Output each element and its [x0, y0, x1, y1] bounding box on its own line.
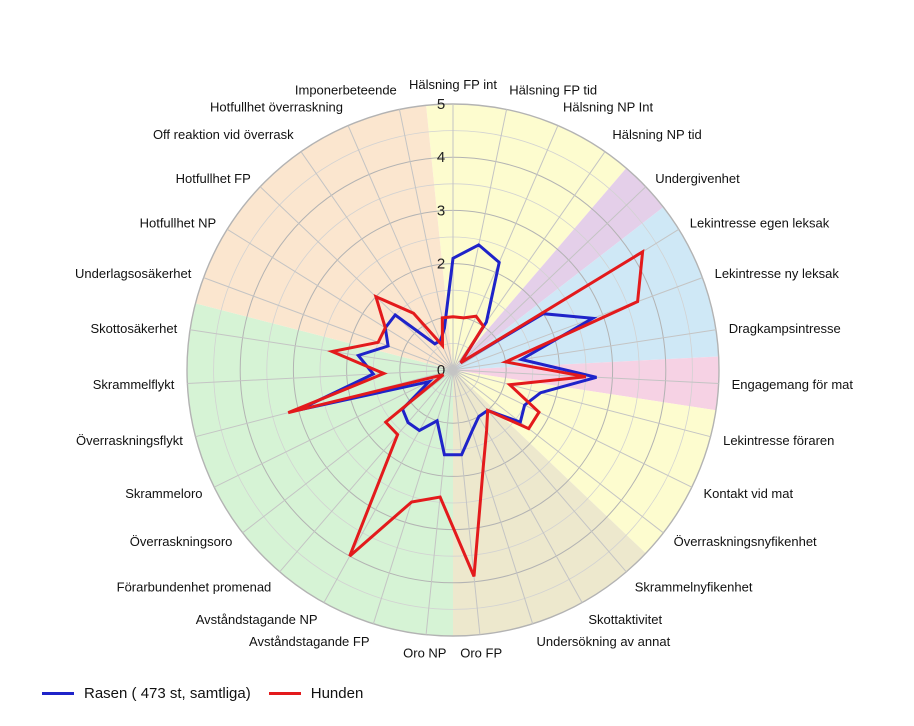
spoke: [187, 369, 454, 384]
legend-swatch-hunden: [268, 691, 301, 695]
spoke: [452, 369, 583, 603]
category-label: Överraskningsoro: [130, 534, 233, 549]
category-label: Lekintresse egen leksak: [690, 215, 830, 230]
category-label: Hotfullhet FP: [176, 171, 251, 186]
category-label: Hälsning FP int: [409, 77, 497, 92]
category-label: Lekintresse ny leksak: [715, 266, 840, 281]
spoke: [452, 277, 703, 371]
category-label: Hotfullhet NP: [140, 215, 217, 230]
category-label: Undersökning av annat: [537, 634, 671, 649]
category-label: Avståndstagande FP: [249, 634, 369, 649]
spoke: [452, 329, 717, 371]
sector-band-5: [453, 370, 646, 636]
spoke: [279, 369, 454, 573]
category-label: Skottaktivitet: [588, 612, 662, 627]
category-label: Hälsning NP Int: [563, 100, 653, 115]
legend-label-rasen: Rasen ( 473 st, samtliga): [84, 684, 251, 702]
spoke: [347, 125, 454, 371]
tick-label: 4: [437, 149, 445, 166]
spoke: [203, 277, 454, 371]
category-label: Engagemang för mat: [732, 377, 854, 392]
legend-swatch-rasen: [42, 691, 74, 695]
spoke: [226, 228, 454, 371]
spoke: [259, 186, 454, 371]
legend-label-hunden: Hunden: [310, 684, 364, 702]
spoke: [452, 186, 647, 371]
sector-band-0: [426, 104, 627, 370]
spoke: [323, 369, 454, 603]
category-label: Skrammelnyfikenhet: [635, 580, 753, 595]
tick-label: 3: [437, 202, 445, 219]
series-line-hunden: [287, 248, 645, 577]
sector-band-3: [453, 356, 719, 411]
category-label: Skrammelflykt: [93, 377, 175, 392]
spoke: [213, 369, 454, 488]
spoke: [452, 369, 664, 534]
category-label: Imponerbeteende: [295, 83, 397, 98]
legend-item-hunden: Hunden: [268, 684, 364, 702]
spoke: [452, 369, 481, 635]
category-label: Dragkampsintresse: [729, 321, 841, 336]
category-label: Kontakt vid mat: [704, 486, 794, 501]
category-label: Hotfullhet överraskning: [210, 100, 343, 115]
category-label: Överraskningsnyfikenhet: [674, 534, 817, 549]
spoke: [452, 109, 508, 371]
spoke: [452, 369, 534, 624]
category-label: Avståndstagande NP: [196, 612, 318, 627]
category-label: Undergivenhet: [655, 171, 740, 186]
category-label: Hälsning FP tid: [509, 83, 597, 98]
tick-label: 5: [437, 96, 445, 113]
radar-plot: 0 2 3 4 5 Hälsning FP int Hälsning FP tid Hälsn…: [75, 77, 854, 661]
spoke: [452, 369, 693, 488]
legend: Rasen ( 473 st, samtliga) Hunden: [42, 682, 381, 704]
tick-label: 0: [437, 362, 445, 379]
category-label: Förarbundenhet promenad: [117, 580, 272, 595]
spoke: [452, 125, 559, 371]
spoke: [452, 369, 627, 573]
tick-label: 2: [437, 256, 445, 273]
category-label: Off reaktion vid överrask: [153, 127, 294, 142]
legend-item-rasen: Rasen ( 473 st, samtliga): [42, 685, 251, 702]
category-label: Lekintresse föraren: [723, 433, 834, 448]
series-line-rasen: [297, 243, 598, 457]
category-label: Oro NP: [403, 646, 446, 661]
spoke: [300, 151, 454, 371]
category-label: Underlagsosäkerhet: [75, 266, 192, 281]
spoke: [452, 369, 711, 438]
category-label: Skrammeloro: [125, 486, 202, 501]
radar-svg: 0 2 3 4 5 Hälsning FP int Hälsning FP tid Hälsn…: [75, 77, 854, 661]
category-label: Skottosäkerhet: [90, 321, 177, 336]
spoke: [189, 329, 454, 371]
spoke: [425, 369, 454, 635]
category-label: Oro FP: [460, 646, 502, 661]
category-label: Överraskningsflykt: [76, 433, 183, 448]
category-label: Hälsning NP tid: [612, 127, 701, 142]
sector-band-6: [187, 303, 454, 636]
spoke: [372, 369, 454, 624]
